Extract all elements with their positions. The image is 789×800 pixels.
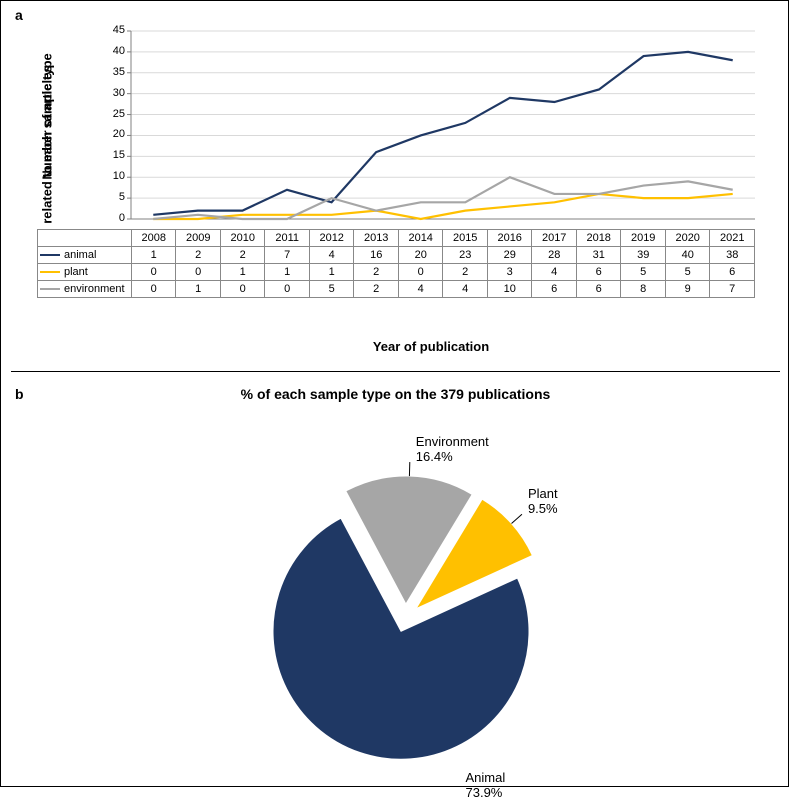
xaxis-title: Year of publication (101, 339, 761, 354)
cell-animal: 2 (220, 247, 265, 264)
cell-plant: 1 (265, 264, 309, 281)
cell-plant: 6 (710, 264, 755, 281)
cell-animal: 20 (398, 247, 443, 264)
panel-a: a Number of articles related to each sam… (11, 7, 780, 367)
cell-environment: 4 (443, 281, 488, 298)
ytick-label: 25 (101, 108, 125, 120)
year-header: 2019 (621, 230, 666, 247)
series-header-animal: animal (38, 247, 132, 264)
slice-name: Environment (416, 434, 489, 449)
ytick-label: 45 (101, 24, 125, 36)
legend-swatch-environment (40, 288, 60, 290)
cell-plant: 5 (621, 264, 666, 281)
cell-animal: 7 (265, 247, 309, 264)
cell-environment: 9 (665, 281, 710, 298)
series-header-plant: plant (38, 264, 132, 281)
cell-environment: 8 (621, 281, 666, 298)
line-chart: 0 5 10 15 20 25 30 35 40 45 (101, 25, 761, 225)
pie-container: Environment16.4%Plant9.5%Animal73.9% (11, 418, 780, 778)
panel-b: b % of each sample type on the 379 publi… (11, 371, 780, 779)
slice-percent: 73.9% (466, 785, 503, 800)
ytick-label: 0 (101, 212, 125, 224)
year-header: 2015 (443, 230, 488, 247)
cell-plant: 5 (665, 264, 710, 281)
ytick-label: 5 (101, 191, 125, 203)
legend-swatch-plant (40, 271, 60, 273)
series-name-environment: environment (64, 283, 125, 295)
cell-environment: 4 (398, 281, 443, 298)
cell-animal: 40 (665, 247, 710, 264)
pie-slice-label-environment: Environment16.4% (416, 434, 536, 464)
pie-title: % of each sample type on the 379 publica… (11, 386, 780, 402)
cell-environment: 0 (265, 281, 309, 298)
slice-name: Animal (466, 770, 506, 785)
year-header: 2009 (176, 230, 221, 247)
legend-swatch-animal (40, 254, 60, 256)
cell-animal: 38 (710, 247, 755, 264)
cell-plant: 1 (220, 264, 265, 281)
cell-animal: 4 (309, 247, 354, 264)
cell-animal: 39 (621, 247, 666, 264)
ytick-label: 35 (101, 66, 125, 78)
year-header: 2020 (665, 230, 710, 247)
cell-plant: 2 (443, 264, 488, 281)
cell-environment: 6 (532, 281, 577, 298)
cell-plant: 4 (532, 264, 577, 281)
table-corner (38, 230, 132, 247)
cell-plant: 1 (309, 264, 354, 281)
pie-slice-label-animal: Animal73.9% (466, 770, 586, 800)
cell-environment: 10 (487, 281, 532, 298)
ytick-label: 40 (101, 45, 125, 57)
ytick-label: 30 (101, 87, 125, 99)
cell-environment: 7 (710, 281, 755, 298)
cell-animal: 16 (354, 247, 399, 264)
year-header: 2018 (576, 230, 621, 247)
pie-slice-label-plant: Plant9.5% (528, 486, 648, 516)
pie-chart-svg (11, 418, 780, 778)
cell-plant: 2 (354, 264, 399, 281)
cell-plant: 0 (398, 264, 443, 281)
series-name-plant: plant (64, 266, 88, 278)
cell-plant: 0 (131, 264, 176, 281)
year-header: 2014 (398, 230, 443, 247)
cell-environment: 1 (176, 281, 221, 298)
series-header-environment: environment (38, 281, 132, 298)
cell-animal: 2 (176, 247, 221, 264)
year-header: 2008 (131, 230, 176, 247)
cell-plant: 3 (487, 264, 532, 281)
ytick-label: 15 (101, 149, 125, 161)
cell-animal: 29 (487, 247, 532, 264)
cell-animal: 31 (576, 247, 621, 264)
year-header: 2010 (220, 230, 265, 247)
cell-plant: 6 (576, 264, 621, 281)
cell-environment: 0 (220, 281, 265, 298)
cell-animal: 23 (443, 247, 488, 264)
cell-plant: 0 (176, 264, 221, 281)
ytick-label: 20 (101, 128, 125, 140)
year-header: 2011 (265, 230, 309, 247)
year-header: 2017 (532, 230, 577, 247)
cell-environment: 5 (309, 281, 354, 298)
cell-environment: 2 (354, 281, 399, 298)
year-header: 2012 (309, 230, 354, 247)
line-chart-svg (101, 25, 761, 225)
ytick-label: 10 (101, 170, 125, 182)
year-header: 2021 (710, 230, 755, 247)
data-table: 2008200920102011201220132014201520162017… (37, 229, 755, 298)
year-header: 2016 (487, 230, 532, 247)
series-name-animal: animal (64, 249, 96, 261)
slice-percent: 16.4% (416, 449, 453, 464)
panel-a-label: a (15, 7, 23, 23)
slice-percent: 9.5% (528, 501, 558, 516)
cell-environment: 0 (131, 281, 176, 298)
cell-environment: 6 (576, 281, 621, 298)
cell-animal: 1 (131, 247, 176, 264)
year-header: 2013 (354, 230, 399, 247)
cell-animal: 28 (532, 247, 577, 264)
slice-name: Plant (528, 486, 558, 501)
yaxis-title-line2: related to each sample type (40, 39, 55, 239)
